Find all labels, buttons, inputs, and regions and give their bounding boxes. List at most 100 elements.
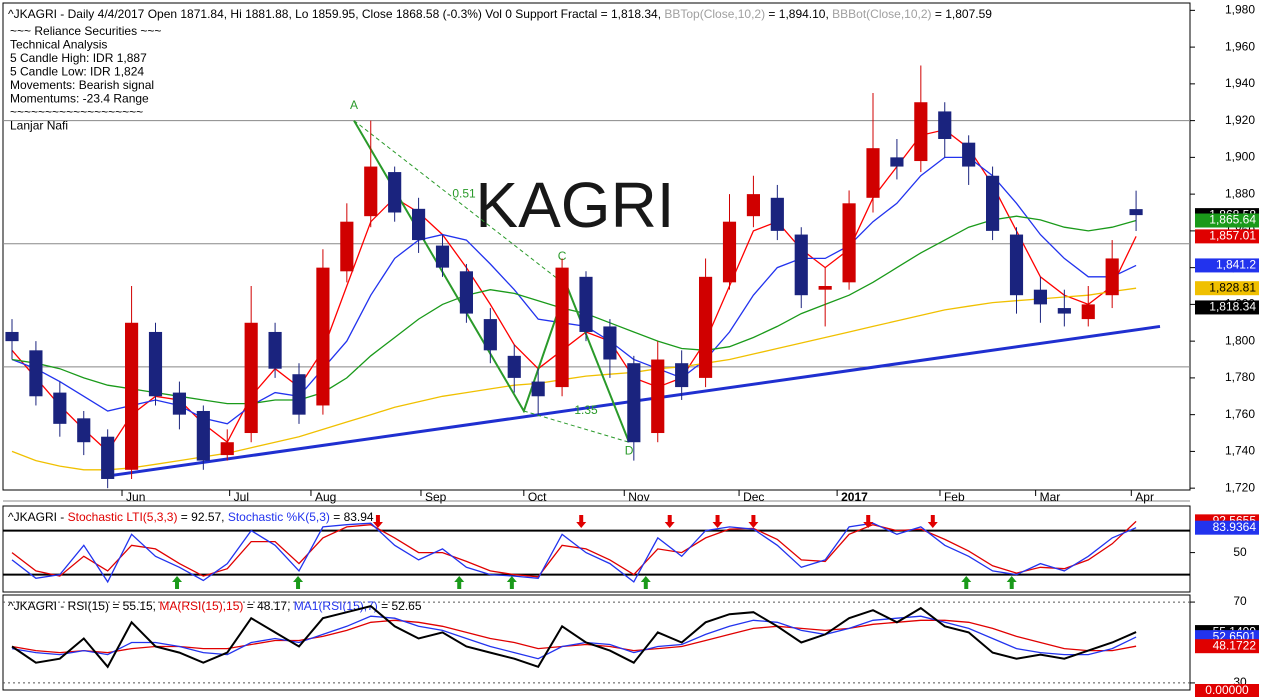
- title-part: = 1,894.10,: [765, 7, 832, 21]
- value-badge: [1195, 639, 1259, 654]
- title-part: = 1,807.59: [932, 7, 993, 21]
- y-tick-label: 1,980: [1225, 3, 1255, 17]
- candle-body: [1009, 234, 1024, 296]
- candle-body: [651, 359, 665, 434]
- candle-body: [675, 363, 689, 388]
- y-tick-label: 1,720: [1225, 480, 1255, 494]
- title-part: = 83.94: [330, 510, 374, 524]
- y-tick-label: 1,740: [1225, 444, 1255, 458]
- title-part: Stochastic LTI(5,3,3): [68, 510, 178, 524]
- y-tick-label: 1,960: [1225, 39, 1255, 53]
- stochastic-panel: [2, 505, 1191, 593]
- buy-arrow: [1006, 576, 1017, 589]
- fib-label: C: [558, 249, 567, 263]
- candle-body: [818, 286, 832, 290]
- sell-arrow: [664, 515, 675, 528]
- sell-arrow: [748, 515, 759, 528]
- x-tick-label: Aug: [315, 490, 336, 504]
- fib-dashed: [353, 120, 568, 287]
- fib-dashed: [523, 410, 630, 443]
- title-part: BBBot(Close,10,2): [832, 7, 931, 21]
- y-tick-label: 1,780: [1225, 370, 1255, 384]
- value-badge: [1195, 300, 1259, 315]
- note: 5 Candle High: IDR 1,887: [10, 51, 147, 65]
- candle-body: [842, 203, 856, 283]
- candle-body: [316, 267, 330, 406]
- candle-body: [770, 197, 784, 231]
- footer-badge: 0.00000: [1205, 683, 1249, 697]
- sell-arrow: [712, 515, 723, 528]
- candle-body: [53, 392, 67, 424]
- rsi-panel: [2, 594, 1191, 691]
- value-badge-label: 1,857.01: [1209, 229, 1256, 243]
- value-badge-label: 1,818.34: [1209, 300, 1256, 314]
- y-tick-label: 1,920: [1225, 113, 1255, 127]
- candle-body: [340, 221, 354, 272]
- title-part: BBTop(Close,10,2): [664, 7, 765, 21]
- candle-body: [29, 350, 43, 397]
- title-part: = 52.65: [378, 599, 422, 613]
- y-tick-label: 1,940: [1225, 76, 1255, 90]
- candle-body: [220, 442, 234, 456]
- candle-body: [101, 436, 115, 479]
- title-part: ^JKAGRI -: [8, 510, 68, 524]
- fib-label: A: [350, 98, 358, 112]
- candle-body: [435, 245, 450, 268]
- candle-body: [196, 410, 210, 461]
- title-part: = 48.17,: [243, 599, 293, 613]
- candle-body: [794, 234, 808, 296]
- x-tick-label: 2017: [841, 490, 868, 504]
- value-badge-label: 1,828.81: [1209, 280, 1256, 294]
- x-tick-label: Dec: [743, 490, 764, 504]
- buy-arrow: [961, 576, 972, 589]
- note: Lanjar Nafi: [10, 119, 68, 133]
- candle-body: [292, 374, 306, 415]
- candle-body: [603, 326, 617, 360]
- x-tick-label: Jul: [234, 490, 249, 504]
- note: ~~~ Reliance Securities ~~~: [10, 24, 161, 38]
- series-line: [11, 215, 1137, 405]
- buy-arrow: [293, 576, 304, 589]
- y-tick-label: 50: [1233, 545, 1247, 559]
- x-tick-label: Feb: [944, 490, 965, 504]
- value-badge-label: 83.9364: [1213, 520, 1257, 534]
- title-part: MA1(RSI(15),7): [294, 599, 378, 613]
- note: Technical Analysis: [10, 38, 107, 52]
- candle-body: [890, 157, 904, 167]
- sell-arrow: [927, 515, 938, 528]
- watermark: KAGRI: [475, 169, 674, 241]
- candle-body: [1081, 304, 1095, 320]
- buy-arrow: [506, 576, 517, 589]
- y-tick-label: 1,760: [1225, 407, 1255, 421]
- candle-body: [746, 194, 760, 217]
- title-part: ^JKAGRI - RSI(15) = 55.15,: [8, 599, 159, 613]
- candle-body: [699, 276, 713, 378]
- title-part: ^JKAGRI - Daily 4/4/2017 Open 1871.84, H…: [8, 7, 664, 21]
- candle-body: [531, 381, 545, 397]
- series-line: [11, 619, 1137, 654]
- sell-arrow: [576, 515, 587, 528]
- candle-body: [1057, 308, 1071, 314]
- title-part: = 92.57,: [177, 510, 227, 524]
- candle-body: [459, 271, 473, 314]
- value-badge: [1195, 258, 1259, 273]
- title-part: Stochastic %K(5,3): [228, 510, 330, 524]
- fib-label: D: [625, 444, 634, 458]
- candle-body: [507, 355, 521, 378]
- candle-body: [962, 142, 976, 167]
- series-line: [11, 522, 1137, 584]
- note: 5 Candle Low: IDR 1,824: [10, 65, 144, 79]
- series-line: [11, 520, 1137, 578]
- candle-body: [986, 175, 1000, 231]
- candle-body: [268, 331, 282, 369]
- fib-label: 0.51: [452, 186, 476, 200]
- sell-arrow: [372, 515, 383, 528]
- candle-body: [1129, 209, 1143, 216]
- x-tick-label: Mar: [1040, 490, 1061, 504]
- note: ~~~~~~~~~~~~~~~~~~~: [10, 105, 143, 119]
- title-part: MA(RSI(15),15): [159, 599, 243, 613]
- candle-body: [388, 172, 402, 213]
- value-badge: [1195, 520, 1259, 535]
